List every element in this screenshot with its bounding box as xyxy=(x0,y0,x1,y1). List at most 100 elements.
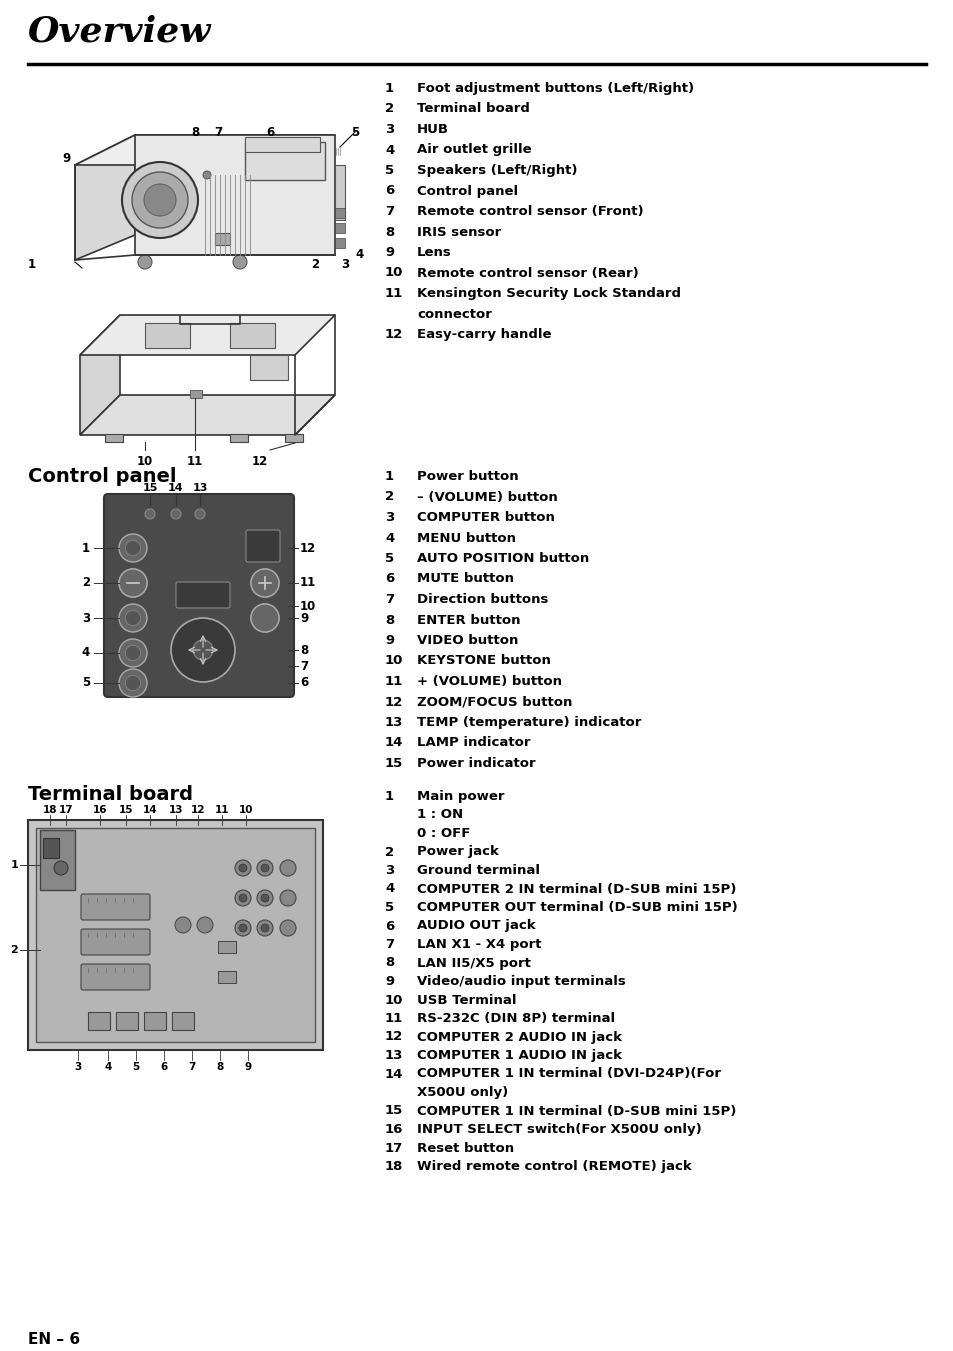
Text: 3: 3 xyxy=(74,1062,82,1071)
Bar xyxy=(335,208,345,218)
Text: 3: 3 xyxy=(340,258,349,272)
Circle shape xyxy=(261,865,269,871)
Text: Direction buttons: Direction buttons xyxy=(416,593,548,607)
Circle shape xyxy=(261,924,269,932)
Circle shape xyxy=(257,576,273,590)
Circle shape xyxy=(280,861,295,875)
Circle shape xyxy=(193,640,213,661)
Circle shape xyxy=(251,604,278,632)
Bar xyxy=(250,355,288,380)
Text: 11: 11 xyxy=(187,455,203,467)
Circle shape xyxy=(251,569,278,597)
Text: 16: 16 xyxy=(385,1123,403,1136)
Text: 1: 1 xyxy=(10,861,18,870)
Text: 14: 14 xyxy=(168,484,184,493)
Polygon shape xyxy=(80,394,335,435)
Bar xyxy=(245,142,325,180)
Circle shape xyxy=(119,534,147,562)
FancyBboxPatch shape xyxy=(81,894,150,920)
Text: COMPUTER button: COMPUTER button xyxy=(416,511,555,524)
Text: 13: 13 xyxy=(169,805,183,815)
Bar xyxy=(230,434,248,442)
Bar xyxy=(245,136,319,153)
Circle shape xyxy=(122,162,198,238)
Text: HUB: HUB xyxy=(416,123,449,136)
Circle shape xyxy=(125,611,140,626)
Text: Power jack: Power jack xyxy=(416,846,498,858)
Text: COMPUTER 2 IN terminal (D-SUB mini 15P): COMPUTER 2 IN terminal (D-SUB mini 15P) xyxy=(416,882,736,896)
Text: 15: 15 xyxy=(385,757,403,770)
Text: 7: 7 xyxy=(213,126,222,139)
Polygon shape xyxy=(80,315,120,435)
Text: Remote control sensor (Front): Remote control sensor (Front) xyxy=(416,205,643,218)
Text: AUDIO OUT jack: AUDIO OUT jack xyxy=(416,920,535,932)
Polygon shape xyxy=(75,135,135,259)
Text: INPUT SELECT switch(For X500U only): INPUT SELECT switch(For X500U only) xyxy=(416,1123,701,1136)
Text: 11: 11 xyxy=(385,676,403,688)
Text: 9: 9 xyxy=(244,1062,252,1071)
Text: 12: 12 xyxy=(252,455,268,467)
Text: 2: 2 xyxy=(385,103,394,115)
Text: 4: 4 xyxy=(82,647,90,659)
Text: 11: 11 xyxy=(385,286,403,300)
Text: LAMP indicator: LAMP indicator xyxy=(416,736,530,750)
Text: Wired remote control (REMOTE) jack: Wired remote control (REMOTE) jack xyxy=(416,1161,691,1173)
Text: 5: 5 xyxy=(385,901,394,915)
Circle shape xyxy=(125,540,140,555)
Text: Overview: Overview xyxy=(28,14,212,49)
Circle shape xyxy=(174,917,191,934)
Bar xyxy=(335,165,345,220)
Circle shape xyxy=(119,604,147,632)
Text: 1: 1 xyxy=(82,542,90,554)
Polygon shape xyxy=(80,315,335,355)
Text: EN – 6: EN – 6 xyxy=(28,1332,80,1347)
Text: 4: 4 xyxy=(355,249,363,262)
Text: + (VOLUME) button: + (VOLUME) button xyxy=(416,676,561,688)
Bar xyxy=(36,828,314,1042)
Text: MENU button: MENU button xyxy=(416,531,516,544)
Text: 18: 18 xyxy=(385,1161,403,1173)
Text: 15: 15 xyxy=(118,805,133,815)
Circle shape xyxy=(257,611,273,626)
Bar xyxy=(172,1012,193,1029)
Bar xyxy=(218,942,235,952)
Circle shape xyxy=(234,920,251,936)
Text: 10: 10 xyxy=(385,266,403,280)
Bar xyxy=(144,1012,166,1029)
Text: 17: 17 xyxy=(59,805,73,815)
Text: 3: 3 xyxy=(385,511,394,524)
Text: 6: 6 xyxy=(160,1062,168,1071)
Polygon shape xyxy=(75,135,335,165)
Text: Lens: Lens xyxy=(416,246,452,259)
FancyBboxPatch shape xyxy=(81,929,150,955)
Text: 13: 13 xyxy=(385,1048,403,1062)
Text: 5: 5 xyxy=(385,163,394,177)
Circle shape xyxy=(239,924,247,932)
Text: ZOOM/FOCUS button: ZOOM/FOCUS button xyxy=(416,696,572,708)
Bar xyxy=(105,434,123,442)
Circle shape xyxy=(256,920,273,936)
Circle shape xyxy=(256,861,273,875)
Circle shape xyxy=(125,646,140,661)
Bar xyxy=(40,830,75,890)
Text: 6: 6 xyxy=(299,677,308,689)
Text: Terminal board: Terminal board xyxy=(28,785,193,804)
Text: 14: 14 xyxy=(385,1067,403,1081)
Text: KEYSTONE button: KEYSTONE button xyxy=(416,654,550,667)
Text: Terminal board: Terminal board xyxy=(416,103,529,115)
Text: 2: 2 xyxy=(82,577,90,589)
Circle shape xyxy=(194,509,205,519)
Circle shape xyxy=(119,639,147,667)
Text: 1: 1 xyxy=(385,790,394,802)
Text: Control panel: Control panel xyxy=(416,185,517,197)
Text: 3: 3 xyxy=(82,612,90,624)
Text: 12: 12 xyxy=(385,1031,403,1043)
Polygon shape xyxy=(135,135,335,255)
Text: 14: 14 xyxy=(385,736,403,750)
Text: COMPUTER 1 AUDIO IN jack: COMPUTER 1 AUDIO IN jack xyxy=(416,1048,621,1062)
Circle shape xyxy=(145,509,154,519)
Text: 11: 11 xyxy=(299,577,315,589)
Text: 7: 7 xyxy=(188,1062,195,1071)
Circle shape xyxy=(251,604,278,632)
Circle shape xyxy=(171,509,181,519)
